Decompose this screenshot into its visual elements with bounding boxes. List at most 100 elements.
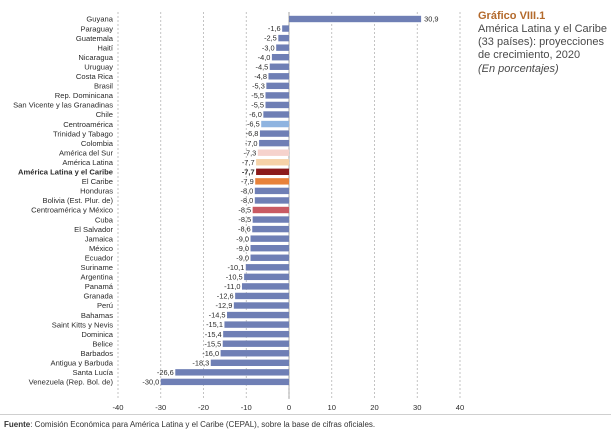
- category-label: El Caribe: [82, 177, 113, 186]
- value-label: -8,0: [241, 196, 254, 205]
- category-label: Suriname: [81, 263, 114, 272]
- value-label: -7,7: [242, 158, 255, 167]
- x-axis-ticks: -40 -30 -20 -10 0 10 20 30 40: [113, 403, 465, 412]
- category-label: Venezuela (Rep. Bol. de): [29, 378, 114, 387]
- value-label: -4,8: [254, 72, 267, 81]
- category-label: Brasil: [94, 82, 113, 91]
- category-label: América Latina y el Caribe: [18, 168, 113, 177]
- value-label: -5,3: [252, 81, 265, 90]
- value-label: -18,3: [192, 358, 209, 367]
- value-label: -9,0: [236, 244, 249, 253]
- value-label: -9,0: [236, 234, 249, 243]
- value-label: -12,9: [215, 301, 232, 310]
- bar: [224, 321, 289, 328]
- bar: [254, 187, 289, 195]
- source-text: : Comisión Económica para América Latina…: [30, 420, 376, 429]
- bar: [265, 101, 289, 109]
- category-label: Guatemala: [76, 34, 114, 43]
- value-label: -6,0: [249, 110, 262, 119]
- bar: [256, 159, 289, 166]
- category-label: Panamá: [85, 282, 114, 291]
- category-label: Antigua y Barbuda: [51, 359, 114, 368]
- value-label: -30,0: [142, 378, 159, 387]
- divider: [0, 414, 611, 415]
- bar: [259, 139, 289, 147]
- category-label: Belice: [92, 339, 113, 348]
- bar: [245, 264, 289, 271]
- value-label: -8,6: [238, 225, 251, 234]
- bar: [252, 225, 289, 233]
- value-label: -2,5: [264, 34, 277, 43]
- bar: [241, 283, 289, 290]
- value-label: -14,5: [209, 311, 226, 320]
- bar: [263, 111, 289, 118]
- bar: [278, 34, 289, 42]
- value-label: -6,5: [247, 120, 260, 129]
- value-label: -15,1: [206, 320, 223, 329]
- category-label: Argentina: [80, 273, 113, 282]
- chart-caption-panel: Gráfico VIII.1 América Latina y el Carib…: [478, 10, 608, 76]
- category-label: Dominica: [81, 330, 113, 339]
- bar: [233, 302, 289, 309]
- category-label: Paraguay: [80, 24, 113, 33]
- category-label: América del Sur: [59, 148, 113, 157]
- chart-description: América Latina y el Caribe (33 países): …: [478, 23, 608, 61]
- category-label: Bolivia (Est. Plur. de): [43, 196, 114, 205]
- category-label: Barbados: [80, 349, 113, 358]
- bar: [250, 254, 289, 261]
- bar: [271, 54, 289, 61]
- category-label: Jamaica: [85, 234, 114, 243]
- category-label: Haití: [97, 43, 114, 52]
- bar: [266, 82, 289, 90]
- category-label: El Salvador: [74, 225, 113, 234]
- bar: [257, 149, 289, 156]
- source-label: Fuente: [4, 420, 31, 429]
- bar: [261, 120, 289, 128]
- category-label: Bahamas: [81, 311, 113, 320]
- value-label: -3,0: [262, 43, 275, 52]
- bar: [222, 340, 289, 347]
- category-label: Centroamérica y México: [31, 206, 113, 215]
- bar: [252, 206, 289, 214]
- value-label: -8,0: [241, 187, 254, 196]
- category-label: Perú: [97, 301, 113, 310]
- bar: [250, 235, 289, 242]
- category-label: Guyana: [86, 15, 113, 24]
- category-label: Rep. Dominicana: [55, 91, 114, 100]
- x-tick-label: 10: [328, 403, 336, 412]
- category-label: América Latina: [62, 158, 113, 167]
- value-label: -5,5: [251, 101, 264, 110]
- category-label: Nicaragua: [78, 53, 113, 62]
- category-label: Granada: [83, 292, 113, 301]
- value-labels: 30,9-1,6-2,5-3,0-4,0-4,5-4,8-5,3-5,5-5,5…: [142, 15, 438, 387]
- value-label: -7,7: [242, 167, 255, 176]
- value-label: -4,5: [256, 62, 269, 71]
- bars: [160, 15, 422, 386]
- value-label: -11,0: [224, 282, 240, 291]
- bar: [252, 216, 289, 223]
- category-label: San Vicente y las Granadinas: [13, 101, 113, 110]
- value-label: -7,3: [244, 148, 257, 157]
- value-label: -16,0: [202, 349, 219, 358]
- value-label: -10,5: [226, 272, 243, 281]
- bar: [175, 369, 289, 376]
- value-label: -7,0: [245, 139, 258, 148]
- x-tick-label: -30: [155, 403, 166, 412]
- category-label: Saint Kitts y Nevis: [52, 320, 113, 329]
- x-tick-label: 20: [370, 403, 378, 412]
- bar: [244, 273, 289, 281]
- source-note: Fuente: Comisión Económica para América …: [4, 420, 604, 429]
- category-label: Costa Rica: [76, 72, 114, 81]
- value-label: -8,5: [238, 206, 251, 215]
- bar: [268, 73, 289, 80]
- value-label: -5,5: [251, 91, 264, 100]
- bar: [282, 25, 289, 32]
- category-label: Chile: [96, 110, 113, 119]
- category-label: Uruguay: [84, 62, 113, 71]
- value-label: -15,5: [204, 339, 221, 348]
- value-label: -15,4: [205, 330, 222, 339]
- chart-units: (En porcentajes): [478, 63, 559, 75]
- value-label: -7,9: [241, 177, 254, 186]
- x-tick-label: -20: [198, 403, 209, 412]
